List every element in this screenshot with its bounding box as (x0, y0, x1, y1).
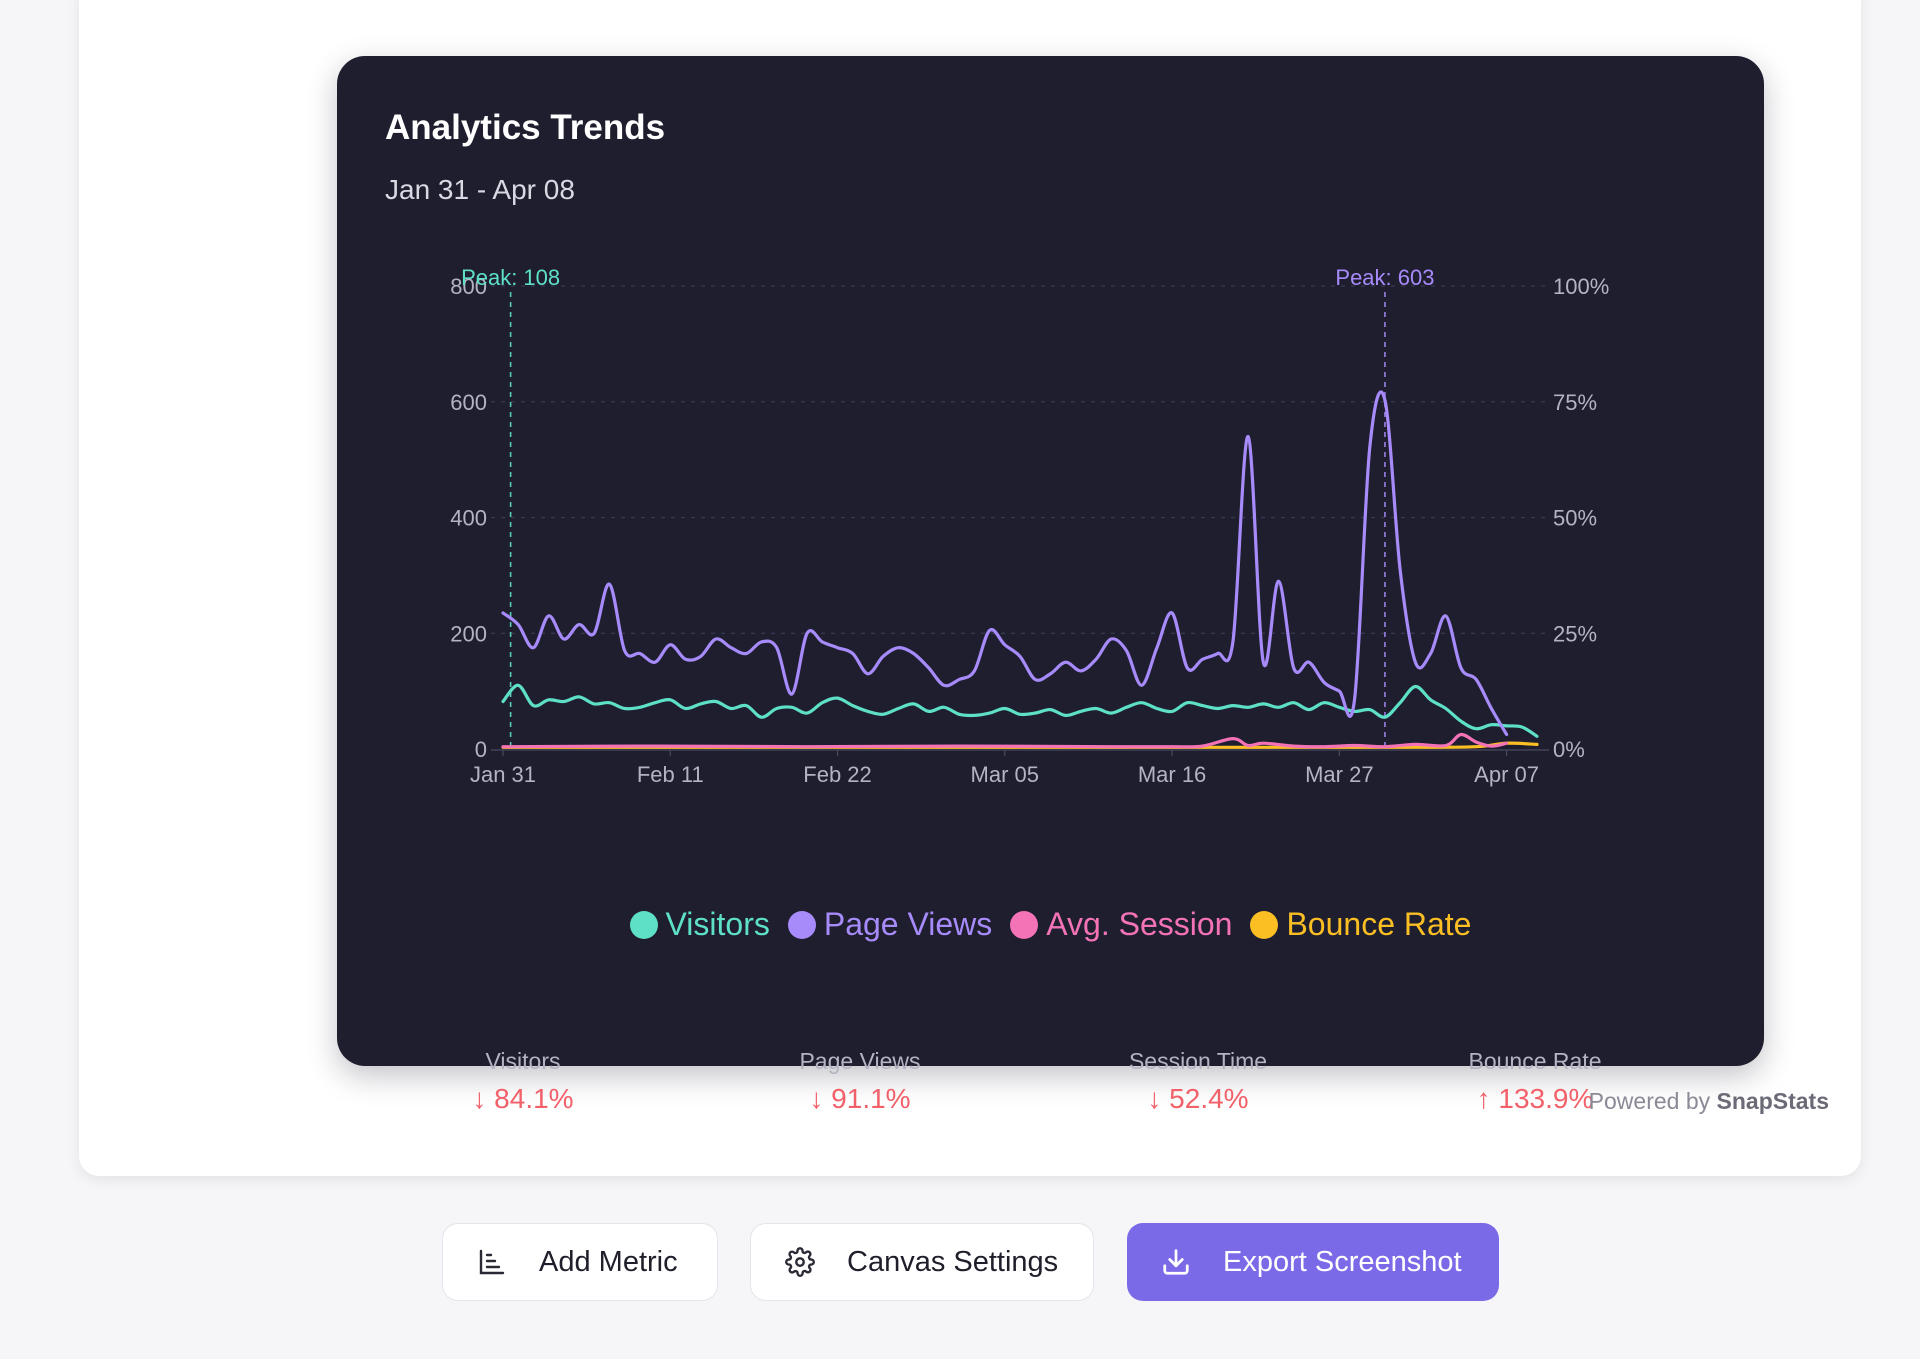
line-chart: 0 0% 200 25% 400 50% 600 75% 800 100% Jan 31 Feb 11… (450, 265, 1609, 787)
y-tick-label-left: 0 (475, 737, 487, 762)
peak-label: Peak: 603 (1335, 265, 1434, 290)
powered-by-prefix: Powered by (1588, 1088, 1711, 1114)
stat-label: Visitors (485, 1048, 561, 1074)
stat-label: Session Time (1128, 1048, 1268, 1074)
stat-session-time: Session Time ↓ 52.4% (1048, 1048, 1348, 1115)
legend-item-page-views[interactable]: Page Views (787, 906, 993, 943)
stat-label: Page Views (799, 1048, 921, 1074)
legend-item-visitors[interactable]: Visitors (629, 906, 770, 943)
series-line-visitors (501, 683, 1539, 738)
stat-page-views: Page Views ↓ 91.1% (710, 1048, 1010, 1115)
peak-label: Peak: 108 (461, 265, 560, 290)
add-metric-label: Add Metric (539, 1245, 678, 1278)
stat-visitors: Visitors ↓ 84.1% (373, 1048, 673, 1115)
stat-change: ↑ 133.9% (1476, 1083, 1594, 1114)
download-icon (1161, 1247, 1191, 1277)
legend-swatch (1250, 910, 1279, 939)
canvas-settings-label: Canvas Settings (847, 1245, 1059, 1278)
legend-swatch (629, 910, 658, 939)
export-screenshot-button[interactable]: Export Screenshot (1127, 1223, 1499, 1301)
chart-date-range: Jan 31 - Apr 08 (385, 174, 575, 205)
y-tick-label-right: 0% (1553, 737, 1585, 762)
export-screenshot-label: Export Screenshot (1223, 1245, 1462, 1278)
y-tick-label-right: 100% (1553, 274, 1609, 299)
y-tick-label-left: 600 (450, 390, 487, 415)
bar-chart-icon (477, 1247, 507, 1277)
x-tick-label: Mar 27 (1305, 762, 1373, 787)
x-tick-label: Jan 31 (470, 762, 536, 787)
legend-label: Page Views (823, 906, 993, 942)
legend-swatch (787, 910, 816, 939)
stat-label: Bounce Rate (1468, 1048, 1602, 1074)
gear-icon (785, 1247, 815, 1277)
brand-name: SnapStats (1716, 1088, 1829, 1114)
x-tick-label: Feb 22 (803, 762, 872, 787)
y-tick-label-right: 25% (1553, 621, 1597, 646)
x-tick-label: Mar 05 (971, 762, 1039, 787)
legend-swatch (1010, 910, 1039, 939)
legend-label: Avg. Session (1046, 906, 1233, 942)
y-tick-label-right: 75% (1553, 390, 1597, 415)
legend-label: Bounce Rate (1286, 906, 1472, 942)
chart-legend: Visitors Page Views Avg. Session Bounce Rat… (337, 906, 1764, 943)
chart-title: Analytics Trends (385, 108, 666, 147)
y-tick-label-left: 800 (450, 274, 487, 299)
chart-card: Analytics Trends Jan 31 - Apr 08 0 0% 200 2… (337, 56, 1764, 1114)
canvas-card: Analytics Trends Jan 31 - Apr 08 0 0% 200 2… (79, 0, 1861, 1176)
legend-label: Visitors (665, 906, 770, 942)
stat-change: ↓ 84.1% (472, 1083, 574, 1114)
y-tick-label-right: 50% (1553, 506, 1597, 531)
stats-row: Visitors ↓ 84.1% Page Views ↓ 91.1% Sess… (337, 1048, 1764, 1138)
legend-item-avg-session[interactable]: Avg. Session (1010, 906, 1232, 943)
stat-change: ↓ 52.4% (1147, 1083, 1249, 1114)
y-tick-label-left: 200 (450, 621, 487, 646)
legend-item-bounce-rate[interactable]: Bounce Rate (1250, 906, 1471, 943)
series-line-avg-session (501, 732, 1509, 749)
stat-change: ↓ 91.1% (809, 1083, 911, 1114)
powered-by: Powered by SnapStats (1589, 1088, 1829, 1115)
add-metric-button[interactable]: Add Metric (442, 1223, 718, 1301)
x-tick-label: Apr 07 (1474, 762, 1539, 787)
stat-bounce-rate: Bounce Rate ↑ 133.9% (1385, 1048, 1685, 1115)
y-tick-label-left: 400 (450, 506, 487, 531)
x-tick-label: Feb 11 (637, 762, 704, 787)
x-tick-label: Mar 16 (1138, 762, 1206, 787)
series-line-page-views (501, 390, 1509, 737)
canvas-settings-button[interactable]: Canvas Settings (750, 1223, 1094, 1301)
